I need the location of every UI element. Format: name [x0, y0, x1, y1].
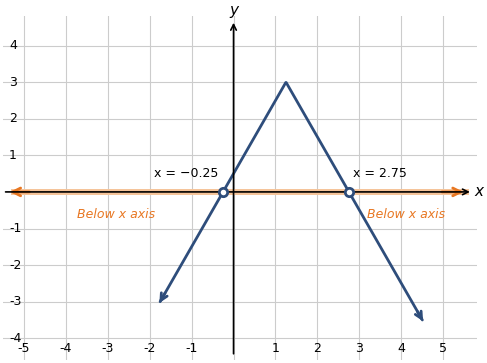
Text: -1: -1 — [9, 222, 21, 235]
Text: x: x — [475, 184, 484, 199]
Text: Below x axis: Below x axis — [367, 208, 445, 221]
Text: -4: -4 — [9, 332, 21, 345]
Text: -4: -4 — [59, 342, 72, 355]
Text: 5: 5 — [439, 342, 448, 355]
Text: y: y — [229, 3, 238, 18]
Bar — [11, 189, 468, 195]
Text: -2: -2 — [144, 342, 156, 355]
Text: 3: 3 — [9, 76, 17, 89]
Text: 3: 3 — [356, 342, 363, 355]
Text: -1: -1 — [186, 342, 198, 355]
Text: 2: 2 — [9, 112, 17, 125]
Text: x = 2.75: x = 2.75 — [353, 167, 407, 180]
Text: Below x axis: Below x axis — [77, 208, 155, 221]
Text: 1: 1 — [272, 342, 280, 355]
Text: x = −0.25: x = −0.25 — [154, 167, 219, 180]
Text: 2: 2 — [314, 342, 321, 355]
Text: 4: 4 — [397, 342, 405, 355]
Text: 4: 4 — [9, 39, 17, 52]
Text: -3: -3 — [101, 342, 114, 355]
Text: -2: -2 — [9, 258, 21, 272]
Text: -5: -5 — [18, 342, 30, 355]
Text: 1: 1 — [9, 149, 17, 162]
Text: -3: -3 — [9, 295, 21, 308]
